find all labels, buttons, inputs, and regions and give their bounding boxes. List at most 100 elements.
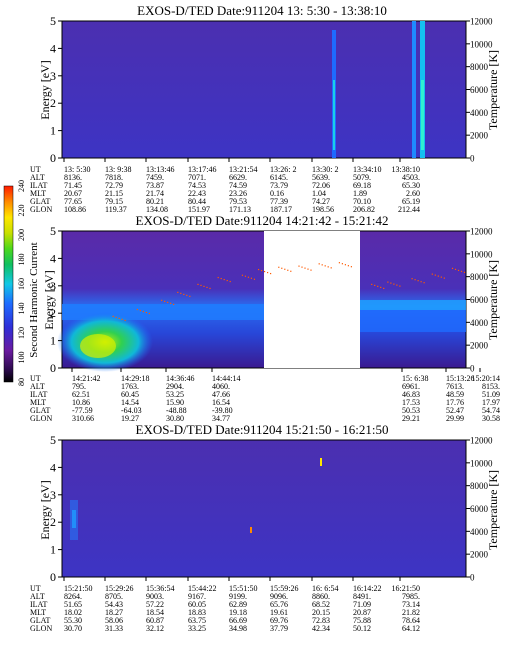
temperature-point [307, 268, 309, 270]
panel-3-y2tick-label: 10000 [470, 458, 493, 468]
panel-1-table-cell: 171.13 [229, 205, 251, 214]
panel-1-table-cell: 79.53 [229, 197, 247, 206]
panel-2-table-cell: 15.90 [166, 398, 184, 407]
panel-1-table-cell: 108.86 [64, 205, 86, 214]
temperature-point [278, 266, 280, 268]
panel-1-table-cell: 6629. [229, 173, 247, 182]
panel-1-left-axis: 0 1 2 3 4 5 [50, 14, 401, 165]
panel-1-title: EXOS-D/TED Date:911204 13: 5:30 - 13:38:… [137, 3, 387, 18]
panel-1-ytick-label: 2 [50, 96, 56, 110]
colorbar-tick-label: 80 [17, 378, 26, 386]
panel-3-features [70, 458, 322, 540]
temperature-point [437, 275, 439, 277]
panel-3-table-cell: 9199. [229, 592, 247, 601]
temperature-point [115, 316, 117, 318]
panel-3-table-cell: 8860. [312, 592, 330, 601]
panel-3-table-cell: 57.22 [146, 600, 164, 609]
panel-1-table-cell: 206.82 [353, 205, 375, 214]
panel-3-ytick-label: 3 [50, 488, 56, 502]
panel-3-y2tick-label: 0 [470, 573, 475, 583]
temperature-point [264, 270, 266, 273]
panel-1-table-cell: 13: 9:38 [105, 165, 131, 174]
panel-2-table-cell: 4060. [212, 382, 230, 391]
panel-1-table-cell: 5639. [312, 173, 330, 182]
temperature-point [161, 299, 163, 301]
panel-2-y2tick-label: 4000 [470, 318, 489, 328]
temperature-point [377, 285, 379, 287]
panel-3-table-cell: 15:21:50 [64, 584, 92, 593]
temperature-point [383, 287, 385, 289]
panel-2-table-cell: 15:20:14 [472, 374, 500, 383]
panel-1-table-cell: 21.74 [146, 189, 164, 198]
panel-3-table-cell: 78.64 [402, 616, 420, 625]
panel-1-band-1-core [333, 80, 335, 150]
panel-3-table-cell: 60.05 [188, 600, 206, 609]
panel-2-table-cell: 14:36:46 [166, 374, 194, 383]
temperature-point [454, 268, 457, 271]
panel-2-y2tick-label: 0 [470, 364, 475, 374]
panel-3-table-cell: 18.02 [64, 608, 82, 617]
temperature-point [350, 266, 352, 268]
temperature-point [223, 278, 225, 281]
temperature-point [124, 319, 126, 321]
panel-1-table-cell: 69.18 [353, 181, 371, 190]
panel-1-table-cell: 2.60 [406, 189, 420, 198]
temperature-point [209, 287, 211, 289]
panel-2-table-cell: 48.59 [446, 390, 464, 399]
panel-3-table-cell: 19.18 [229, 608, 247, 617]
panel-2-y2tick-label: 8000 [470, 272, 489, 282]
temperature-point [420, 281, 422, 283]
panel-1-y2tick-label: 2000 [470, 131, 489, 141]
temperature-point [139, 309, 141, 312]
panel-2-ytick-label: 1 [50, 334, 56, 348]
panel-1-table-cell: 0.16 [270, 189, 284, 198]
panel-3-table-cell: 7985. [402, 592, 420, 601]
panel-2-ytick-label: 4 [50, 251, 56, 265]
panel-3-table-cell: 65.76 [270, 600, 288, 609]
panel-1-table-cell: 8136. [64, 173, 82, 182]
panel-1-table-cell: 4503. [402, 173, 420, 182]
panel-2-table-cell: 51.09 [482, 390, 500, 399]
panel-1-table-cell: 13: 5:30 [64, 165, 90, 174]
temperature-point [145, 311, 147, 314]
panel-2-table-cell: 16.54 [212, 398, 230, 407]
panel-1-table-cell: 13:13:46 [146, 165, 174, 174]
panel-3-table-cell: 51.65 [64, 600, 82, 609]
panel-3-table-cell: 9096. [270, 592, 288, 601]
panel-2-table-cell: 14:29:18 [121, 374, 149, 383]
temperature-point [344, 264, 346, 266]
panel-3-table-cell: 18.27 [105, 608, 123, 617]
panel-1-table-cell: 80.21 [146, 197, 164, 206]
panel-2-right-axis: 0 2000 4000 6000 8000 10000 12000 [466, 227, 493, 374]
temperature-point [121, 318, 123, 320]
panel-2-y2tick-label: 12000 [470, 227, 493, 237]
temperature-point [217, 276, 219, 279]
temperature-point [197, 283, 199, 285]
panel-3-table-cell: 9003. [146, 592, 164, 601]
panel-3: EXOS-D/TED Date:911204 15:21:50 - 16:21:… [30, 422, 500, 633]
panel-2-ylabel: Energy [eV] [42, 270, 56, 329]
panel-1-table-cell: 13:30: 2 [312, 165, 338, 174]
temperature-point [186, 294, 188, 296]
panel-2-table-row-label: UT [30, 374, 41, 383]
temperature-point [396, 284, 398, 286]
panel-3-table-row-label: ILAT [30, 600, 47, 609]
panel-2-table-cell: 30.58 [482, 414, 500, 423]
panel-2-table-cell: 14.54 [121, 398, 139, 407]
temperature-point [118, 317, 120, 319]
panel-2-table-row-label: GLON [30, 414, 52, 423]
panel-2-features [57, 231, 466, 372]
panel-2-ytick-label: 3 [50, 279, 56, 293]
panel-1-table-cell: 151.97 [188, 205, 210, 214]
panel-3-table-cell: 9167. [188, 592, 206, 601]
panel-3-table-cell: 50.12 [353, 624, 371, 633]
panel-3-ylabel: Energy [eV] [38, 480, 52, 539]
temperature-point [341, 263, 343, 265]
panel-1-table-cell: 74.59 [229, 181, 247, 190]
panel-2-table-cell: 60.45 [121, 390, 139, 399]
colorbar-tick-label: 220 [17, 205, 26, 217]
temperature-point [200, 284, 202, 286]
panel-3-plot-background [61, 439, 467, 578]
colorbar-tick-label: 120 [17, 327, 26, 339]
temperature-point [440, 276, 442, 278]
